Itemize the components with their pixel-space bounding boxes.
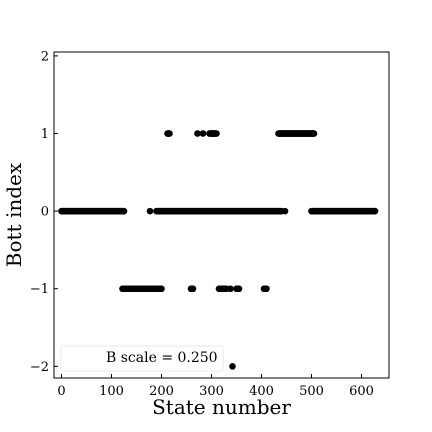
x-axis-label: State number [152,395,291,419]
y-axis-ticks: −2 −1 0 1 2 [30,49,58,375]
data-point [229,363,236,370]
x-tick-label: 300 [199,384,224,399]
legend-label: B scale = 0.250 [106,350,218,366]
x-axis-ticks: 0 100 200 300 400 500 600 [57,374,374,399]
y-tick-label: 0 [41,205,49,220]
data-point [213,130,220,137]
data-point [120,207,128,215]
data-point [310,130,318,137]
data-point [227,285,234,293]
data-points [58,130,379,370]
x-tick-label: 600 [349,384,374,399]
y-tick-label: 1 [41,127,49,142]
data-point [146,207,154,215]
y-tick-label: −1 [30,282,49,297]
data-point [199,130,207,137]
x-tick-label: 400 [249,384,274,399]
y-axis-label: Bott index [2,162,26,267]
legend: B scale = 0.250 [60,345,224,372]
plot-area-frame [53,51,390,379]
data-point [235,285,243,293]
y-tick-label: 2 [41,49,49,64]
legend-box [60,345,224,372]
data-point [189,285,197,293]
data-point [263,285,270,293]
x-tick-label: 100 [99,384,124,399]
x-tick-label: 0 [57,384,65,399]
data-point [166,130,173,137]
data-point [158,285,165,293]
data-point [194,130,201,137]
y-tick-label: −2 [30,360,49,375]
x-tick-label: 200 [149,384,174,399]
x-tick-label: 500 [299,384,324,399]
data-point [371,207,379,215]
data-point [281,207,289,215]
